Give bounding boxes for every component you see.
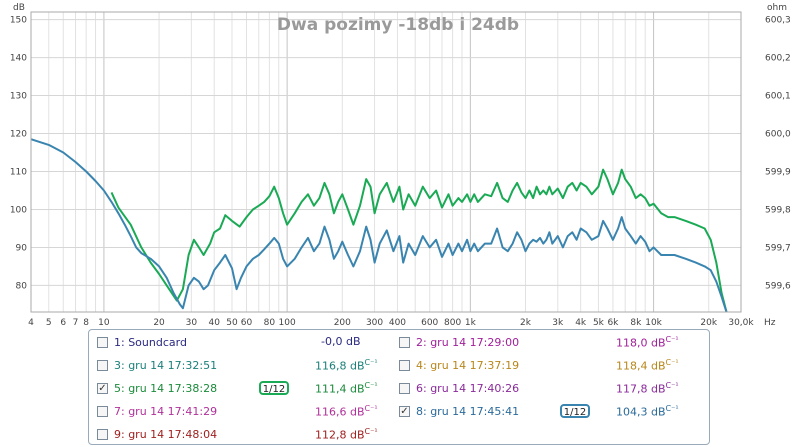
x-tick-label: 10k	[645, 318, 662, 328]
y-tick-label: 150	[10, 16, 27, 26]
x-tick-label: 2k	[520, 318, 532, 328]
legend-label-3: 3: gru 14 17:32:51	[114, 359, 217, 372]
legend-label-7: 7: gru 14 17:41:29	[114, 405, 217, 418]
y-tick-label: 100	[10, 205, 27, 215]
x-tick-label: 30,0k	[728, 318, 754, 328]
legend-value-7: 116,6 dBC⁻¹	[315, 404, 378, 419]
y-right-tick-label: 599,6	[765, 281, 791, 291]
y-axis-unit-right: ohm	[767, 3, 787, 13]
legend-value-9: 112,8 dBC⁻¹	[315, 427, 378, 442]
y-tick-label: 110	[10, 167, 27, 177]
legend-item-6[interactable]: 6: gru 14 17:40:26	[399, 379, 519, 397]
x-tick-label: 10	[98, 318, 110, 328]
x-tick-label: 8k	[630, 318, 642, 328]
x-axis-unit: Hz	[764, 318, 776, 328]
legend-value-5: 111,4 dBC⁻¹	[315, 381, 378, 396]
legend-label-6: 6: gru 14 17:40:26	[416, 382, 519, 395]
legend-item-4[interactable]: 4: gru 14 17:37:19	[399, 356, 519, 374]
legend-value-6: 117,8 dBC⁻¹	[616, 381, 679, 396]
y-tick-label: 90	[16, 243, 28, 253]
x-tick-label: 20	[153, 318, 165, 328]
y-right-tick-label: 600,0	[765, 130, 791, 140]
plot-area	[31, 12, 741, 312]
legend-item-5[interactable]: ✓ 5: gru 14 17:38:28	[97, 379, 217, 397]
x-tick-label: 5	[46, 318, 52, 328]
legend-item-3[interactable]: 3: gru 14 17:32:51	[97, 356, 217, 374]
y-right-tick-label: 599,9	[765, 167, 791, 177]
chart-title: Dwa pozimy -18db i 24db	[277, 15, 519, 35]
checkbox-4[interactable]	[399, 360, 410, 371]
y-right-tick-label: 600,3	[765, 16, 791, 26]
x-tick-label: 4k	[575, 318, 587, 328]
y-right-tick-label: 600,2	[765, 54, 791, 64]
smoothing-badge-8[interactable]: 1/12	[560, 404, 590, 418]
legend-item-7[interactable]: 7: gru 14 17:41:29	[97, 402, 217, 420]
x-tick-label: 400	[389, 318, 406, 328]
y-tick-label: 80	[16, 281, 28, 291]
x-tick-label: 800	[444, 318, 461, 328]
checkbox-5[interactable]: ✓	[97, 383, 108, 394]
x-tick-label: 30	[186, 318, 198, 328]
x-tick-label: 60	[241, 318, 253, 328]
checkbox-2[interactable]	[399, 337, 410, 348]
legend-value-8: 104,3 dBC⁻¹	[616, 404, 679, 419]
x-tick-label: 4	[28, 318, 34, 328]
y-axis-unit-left: dB	[13, 3, 25, 13]
smoothing-badge-5[interactable]: 1/12	[259, 381, 289, 395]
legend-label-4: 4: gru 14 17:37:19	[416, 359, 519, 372]
x-tick-label: 6	[60, 318, 66, 328]
legend-label-5: 5: gru 14 17:38:28	[114, 382, 217, 395]
x-tick-label: 100	[279, 318, 296, 328]
x-tick-label: 5k	[593, 318, 605, 328]
x-tick-label: 40	[208, 318, 220, 328]
legend-label-9: 9: gru 14 17:48:04	[114, 428, 217, 441]
legend-item-2[interactable]: 2: gru 14 17:29:00	[399, 333, 519, 351]
legend-label-1: 1: Soundcard	[114, 336, 187, 349]
legend-panel: 1: Soundcard -0,0 dB 2: gru 14 17:29:00 …	[88, 329, 710, 445]
checkbox-9[interactable]	[97, 429, 108, 440]
checkbox-1[interactable]	[97, 337, 108, 348]
x-tick-label: 50	[226, 318, 238, 328]
legend-value-3: 116,8 dBC⁻¹	[315, 358, 378, 373]
legend-label-8: 8: gru 14 17:45:41	[416, 405, 519, 418]
x-tick-label: 1k	[465, 318, 477, 328]
legend-item-9[interactable]: 9: gru 14 17:48:04	[97, 425, 217, 443]
x-tick-label: 20k	[700, 318, 717, 328]
x-tick-label: 600	[421, 318, 438, 328]
legend-item-8[interactable]: ✓ 8: gru 14 17:45:41	[399, 402, 519, 420]
legend-value-4: 118,4 dBC⁻¹	[616, 358, 679, 373]
x-tick-label: 8	[83, 318, 89, 328]
legend-value-2: 118,0 dBC⁻¹	[616, 335, 679, 350]
y-right-tick-label: 600,1	[765, 92, 791, 102]
y-right-tick-label: 599,8	[765, 205, 791, 215]
y-tick-label: 140	[10, 54, 27, 64]
y-tick-label: 120	[10, 130, 27, 140]
legend-label-2: 2: gru 14 17:29:00	[416, 336, 519, 349]
checkbox-8[interactable]: ✓	[399, 406, 410, 417]
x-tick-label: 200	[334, 318, 351, 328]
checkbox-6[interactable]	[399, 383, 410, 394]
x-tick-label: 3k	[552, 318, 564, 328]
checkbox-3[interactable]	[97, 360, 108, 371]
x-tick-label: 80	[264, 318, 276, 328]
legend-item-1[interactable]: 1: Soundcard	[97, 333, 187, 351]
checkbox-7[interactable]	[97, 406, 108, 417]
y-tick-label: 130	[10, 92, 27, 102]
x-tick-label: 6k	[607, 318, 619, 328]
legend-value-1: -0,0 dB	[321, 335, 361, 348]
x-tick-label: 300	[366, 318, 383, 328]
x-tick-label: 7	[73, 318, 79, 328]
y-right-tick-label: 599,7	[765, 243, 791, 253]
